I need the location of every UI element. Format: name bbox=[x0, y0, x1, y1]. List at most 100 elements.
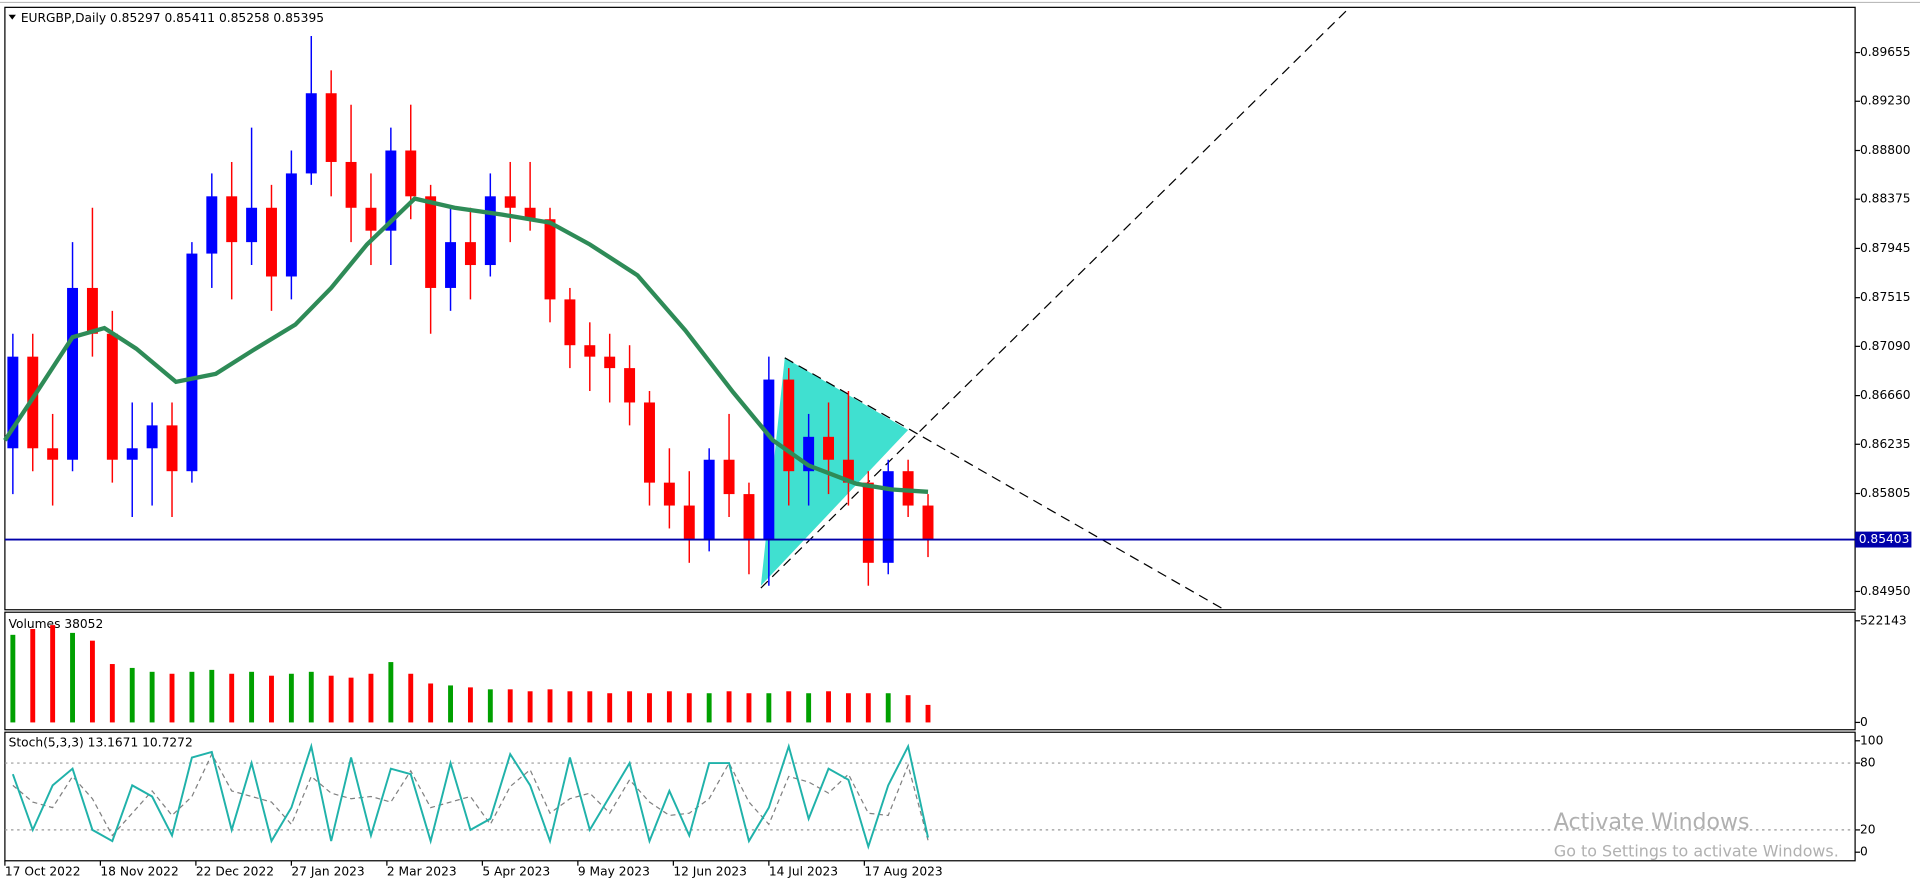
volume-bar bbox=[885, 693, 891, 723]
volume-bar bbox=[129, 667, 135, 723]
volume-bar bbox=[308, 671, 314, 723]
moving-average bbox=[3, 196, 929, 494]
volume-bar bbox=[70, 632, 75, 723]
volume-bar bbox=[547, 689, 553, 723]
trendline bbox=[760, 6, 1351, 589]
y-tick-label: 0.86235 bbox=[1860, 437, 1911, 451]
candle-body bbox=[385, 150, 397, 231]
trendline bbox=[784, 357, 1223, 610]
candle-body bbox=[86, 287, 98, 334]
volume-bar bbox=[288, 673, 294, 723]
volume-title: Volumes 38052 bbox=[9, 617, 104, 631]
candle-body bbox=[186, 253, 198, 472]
volume-bar bbox=[10, 634, 16, 723]
candle-body bbox=[624, 368, 636, 403]
volume-bar bbox=[249, 671, 255, 723]
candle-body bbox=[584, 345, 596, 357]
candle-body bbox=[106, 333, 118, 460]
volume-bar bbox=[50, 625, 56, 723]
volume-bar bbox=[567, 691, 573, 723]
volume-bar bbox=[607, 693, 613, 723]
volume-bar bbox=[448, 685, 453, 723]
candle-body bbox=[882, 471, 894, 563]
candle-body bbox=[743, 494, 755, 540]
candle-body bbox=[763, 379, 775, 540]
candle-body bbox=[902, 471, 914, 506]
watermark-subtitle: Go to Settings to activate Windows. bbox=[1554, 842, 1839, 861]
price-label: 0.85403 bbox=[1859, 532, 1910, 546]
volume-bar bbox=[109, 664, 115, 723]
candle-body bbox=[345, 161, 357, 208]
candle-body bbox=[325, 93, 337, 162]
y-tick-label: 0.87090 bbox=[1860, 339, 1911, 353]
x-tick-label: 17 Aug 2023 bbox=[864, 864, 942, 878]
y-tick-label: 100 bbox=[1860, 733, 1883, 747]
candle-body bbox=[683, 505, 695, 540]
candle-body bbox=[246, 207, 258, 243]
stoch-main bbox=[11, 742, 929, 850]
x-tick-label: 18 Nov 2022 bbox=[100, 864, 178, 878]
x-tick-label: 2 Mar 2023 bbox=[387, 864, 457, 878]
volume-bar bbox=[368, 673, 374, 723]
y-tick-label: 0.88375 bbox=[1860, 192, 1911, 206]
candle-body bbox=[663, 482, 675, 506]
volume-bar bbox=[328, 675, 334, 723]
x-tick-label: 27 Jan 2023 bbox=[291, 864, 364, 878]
x-tick-label: 14 Jul 2023 bbox=[769, 864, 838, 878]
volume-bar bbox=[149, 671, 155, 723]
candle-body bbox=[783, 379, 795, 472]
y-tick-label: 0.87515 bbox=[1860, 290, 1911, 304]
volume-bar bbox=[706, 693, 712, 723]
candle-body bbox=[425, 196, 437, 288]
candle-body bbox=[842, 459, 854, 483]
candle-body bbox=[126, 448, 138, 460]
candle-body bbox=[544, 219, 556, 300]
candle-body bbox=[504, 196, 516, 208]
volume-bar bbox=[865, 693, 871, 723]
x-tick-label: 9 May 2023 bbox=[578, 864, 650, 878]
volume-bar bbox=[89, 640, 95, 723]
main-panel bbox=[4, 6, 1856, 611]
y-tick-label: 0.87945 bbox=[1860, 241, 1911, 255]
y-tick-label: 80 bbox=[1860, 756, 1876, 770]
volume-bar bbox=[666, 691, 672, 723]
x-tick-label: 12 Jun 2023 bbox=[673, 864, 747, 878]
candle-body bbox=[445, 242, 457, 288]
symbol-title: EURGBP,Daily 0.85297 0.85411 0.85258 0.8… bbox=[21, 11, 324, 25]
stoch-signal bbox=[12, 752, 929, 841]
candle-body bbox=[405, 150, 417, 197]
y-tick-label: 522143 bbox=[1860, 613, 1907, 627]
volume-bar bbox=[746, 693, 752, 723]
price-label-box bbox=[1855, 531, 1912, 548]
volume-bar bbox=[428, 683, 434, 723]
volume-bar bbox=[647, 693, 652, 723]
x-tick-label: 5 Apr 2023 bbox=[482, 864, 550, 878]
candle-body bbox=[564, 299, 576, 346]
candle-body bbox=[285, 173, 297, 277]
volume-bar bbox=[905, 695, 911, 723]
volume-bar bbox=[408, 673, 414, 723]
candle-body bbox=[464, 242, 476, 266]
menu-arrow[interactable] bbox=[8, 14, 16, 20]
y-tick-label: 0.88800 bbox=[1860, 143, 1911, 157]
volume-bar bbox=[826, 691, 831, 723]
volume-bar bbox=[209, 669, 215, 723]
candle-body bbox=[484, 196, 496, 266]
candle-body bbox=[166, 425, 178, 472]
watermark-title: Activate Windows bbox=[1554, 810, 1750, 835]
stoch-title: Stoch(5,3,3) 13.1671 10.7272 bbox=[9, 736, 193, 750]
candle-body bbox=[27, 356, 39, 449]
volume-bar bbox=[786, 691, 792, 723]
candle-body bbox=[206, 196, 218, 254]
volume-bar bbox=[169, 673, 175, 723]
candle-body bbox=[862, 482, 874, 563]
candle-body bbox=[67, 287, 79, 460]
candle-body bbox=[644, 402, 655, 483]
candle-body bbox=[266, 207, 277, 277]
volume-bar bbox=[388, 662, 394, 723]
y-tick-label: 0 bbox=[1860, 845, 1868, 859]
candle-body bbox=[823, 436, 835, 460]
